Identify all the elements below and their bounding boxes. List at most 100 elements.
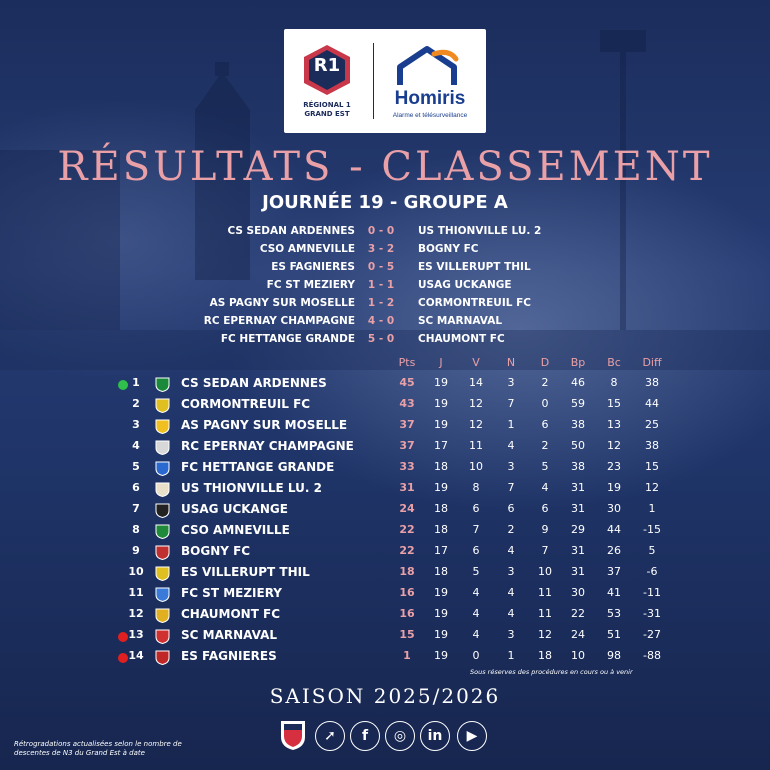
r1-caption-line2: GRAND EST: [304, 110, 350, 118]
homiris-tagline: Alarme et télésurveillance: [392, 112, 468, 119]
regional-1-badge-icon: [304, 45, 350, 95]
team-crest-icon: [155, 398, 170, 413]
row-losses: 5: [541, 460, 549, 473]
standings-table: Pts J V N D Bp Bc Diff 1 CS SEDAN ARDENNE…: [0, 354, 770, 668]
homiris-wordmark: Homiris: [394, 88, 466, 109]
standings-row: 5 FC HETTANGE GRANDE 33 18 10 3 5 38 23 15: [0, 458, 770, 479]
team-crest-icon: [155, 419, 170, 434]
cursor-icon[interactable]: ➚: [315, 721, 345, 751]
result-home-team: ES FAGNIERES: [271, 261, 355, 273]
standings-row: 14 ES FAGNIERES 1 19 0 1 18 10 98 -88: [0, 647, 770, 668]
standings-row: 6 US THIONVILLE LU. 2 31 19 8 7 4 31 19 12: [0, 479, 770, 500]
row-draws: 1: [507, 418, 515, 431]
relegation-marker: [118, 653, 128, 663]
row-position: 13: [128, 628, 144, 641]
row-goal-diff: -31: [643, 607, 661, 620]
row-goals-for: 50: [571, 439, 585, 452]
r1-caption: RÉGIONAL 1 GRAND EST: [288, 101, 366, 119]
linkedin-icon[interactable]: in: [420, 721, 450, 751]
row-goals-against: 12: [607, 439, 621, 452]
row-goals-for: 22: [571, 607, 585, 620]
row-goal-diff: 1: [648, 502, 656, 515]
row-position: 14: [128, 649, 144, 662]
row-goals-for: 30: [571, 586, 585, 599]
row-draws: 1: [507, 649, 515, 662]
row-losses: 11: [538, 607, 552, 620]
r1-text: R1: [313, 55, 341, 76]
standings-row: 8 CSO AMNEVILLE 22 18 7 2 9 29 44 -15: [0, 521, 770, 542]
row-position: 12: [128, 607, 144, 620]
row-wins: 0: [472, 649, 480, 662]
homiris-house-icon: [397, 46, 459, 85]
row-pts: 33: [399, 460, 415, 473]
row-goals-for: 29: [571, 523, 585, 536]
result-score: 1 - 1: [367, 279, 395, 291]
row-team: SC MARNAVAL: [181, 628, 278, 642]
row-pts: 16: [399, 586, 415, 599]
result-score: 0 - 5: [367, 261, 395, 273]
facebook-icon[interactable]: f: [350, 721, 380, 751]
relegation-marker: [118, 632, 128, 642]
row-team: CHAUMONT FC: [181, 607, 281, 621]
row-losses: 12: [538, 628, 552, 641]
reserves-note: Sous réserves des procédures en cours ou…: [470, 668, 633, 676]
promotion-marker: [118, 380, 128, 390]
row-team: CSO AMNEVILLE: [181, 523, 290, 537]
row-wins: 6: [472, 544, 480, 557]
standings-row: 9 BOGNY FC 22 17 6 4 7 31 26 5: [0, 542, 770, 563]
result-home-team: FC HETTANGE GRANDE: [220, 333, 355, 345]
result-row: FC HETTANGE GRANDE 5 - 0 CHAUMONT FC: [150, 330, 620, 348]
row-losses: 4: [541, 481, 549, 494]
row-pts: 45: [399, 376, 415, 389]
row-goals-for: 46: [571, 376, 585, 389]
row-goals-for: 31: [571, 544, 585, 557]
row-goals-against: 53: [607, 607, 621, 620]
team-crest-icon: [155, 608, 170, 623]
standings-row: 1 CS SEDAN ARDENNES 45 19 14 3 2 46 8 38: [0, 374, 770, 395]
row-wins: 11: [469, 439, 483, 452]
row-played: 17: [434, 439, 448, 452]
row-played: 19: [434, 607, 448, 620]
row-wins: 12: [469, 418, 483, 431]
row-position: 9: [132, 544, 140, 557]
logo-divider: [373, 43, 374, 119]
row-played: 19: [434, 628, 448, 641]
row-position: 3: [132, 418, 140, 431]
team-crest-icon: [155, 629, 170, 644]
row-played: 17: [434, 544, 448, 557]
youtube-icon[interactable]: ▶: [457, 721, 487, 751]
row-team: CS SEDAN ARDENNES: [181, 376, 327, 390]
row-goal-diff: 38: [645, 376, 659, 389]
header-j: J: [439, 356, 443, 369]
row-position: 10: [128, 565, 144, 578]
row-goals-against: 98: [607, 649, 621, 662]
standings-row: 11 FC ST MEZIERY 16 19 4 4 11 30 41 -11: [0, 584, 770, 605]
row-draws: 6: [507, 502, 515, 515]
row-team: AS PAGNY SUR MOSELLE: [181, 418, 348, 432]
row-goal-diff: -27: [643, 628, 661, 641]
row-wins: 7: [472, 523, 480, 536]
row-played: 19: [434, 418, 448, 431]
row-goals-for: 24: [571, 628, 585, 641]
header-bc: Bc: [607, 356, 621, 369]
result-away-team: BOGNY FC: [418, 243, 479, 255]
instagram-icon[interactable]: ◎: [385, 721, 415, 751]
result-home-team: AS PAGNY SUR MOSELLE: [209, 297, 355, 309]
standings-row: 3 AS PAGNY SUR MOSELLE 37 19 12 1 6 38 13 25: [0, 416, 770, 437]
result-away-team: CHAUMONT FC: [418, 333, 505, 345]
row-draws: 4: [507, 439, 515, 452]
row-goals-against: 23: [607, 460, 621, 473]
team-crest-icon: [155, 566, 170, 581]
result-row: CS SEDAN ARDENNES 0 - 0 US THIONVILLE LU. …: [150, 222, 620, 240]
row-goals-for: 31: [571, 502, 585, 515]
row-losses: 6: [541, 502, 549, 515]
row-goal-diff: -15: [643, 523, 661, 536]
row-goals-for: 10: [571, 649, 585, 662]
row-draws: 2: [507, 523, 515, 536]
row-wins: 4: [472, 586, 480, 599]
standings-row: 2 CORMONTREUIL FC 43 19 12 7 0 59 15 44: [0, 395, 770, 416]
team-crest-icon: [155, 482, 170, 497]
row-position: 6: [132, 481, 140, 494]
